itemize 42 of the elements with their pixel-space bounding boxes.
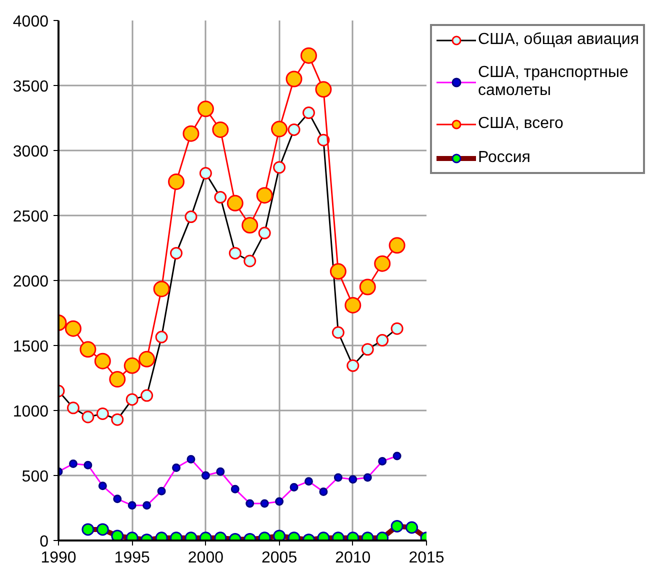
y-tick-label: 2500 (12, 208, 49, 226)
point (330, 263, 346, 280)
legend-label: США, транспортные самолеты (478, 64, 628, 100)
point (300, 47, 317, 64)
x-tick-label: 2010 (335, 550, 371, 566)
point (286, 70, 302, 88)
point (242, 217, 258, 234)
x-tick-label: 2005 (262, 550, 298, 566)
y-tick-label: 3500 (12, 78, 49, 96)
point (344, 296, 362, 314)
y-tick-label: 4000 (12, 14, 49, 30)
y-tick-label: 3000 (12, 144, 49, 160)
point (109, 371, 126, 388)
point (256, 187, 273, 204)
point (226, 194, 244, 212)
point (64, 320, 82, 337)
legend-label: США, всего (478, 115, 564, 133)
point (197, 100, 214, 118)
y-tick-label: 0 (40, 534, 49, 550)
point (374, 255, 391, 272)
point (94, 352, 111, 370)
point (315, 81, 332, 98)
y-tick-label: 500 (22, 468, 49, 486)
x-tick-label: 1990 (40, 550, 76, 566)
point (80, 341, 96, 358)
x-tick-label: 2000 (188, 550, 224, 566)
point (124, 357, 140, 374)
y-tick-label: 2000 (12, 274, 49, 290)
point (359, 278, 376, 296)
point (388, 237, 406, 254)
point (271, 120, 288, 138)
x-tick-label: 2015 (408, 550, 444, 566)
legend-label: США, общая авиация (478, 31, 640, 49)
point (182, 125, 200, 142)
y-tick-label: 1000 (12, 404, 49, 420)
point (168, 173, 185, 190)
point (153, 280, 170, 298)
point (212, 121, 229, 138)
x-tick-label: 1995 (114, 550, 150, 566)
legend-label: Россия (478, 149, 530, 167)
y-tick-label: 1500 (12, 338, 49, 356)
point (138, 350, 156, 368)
